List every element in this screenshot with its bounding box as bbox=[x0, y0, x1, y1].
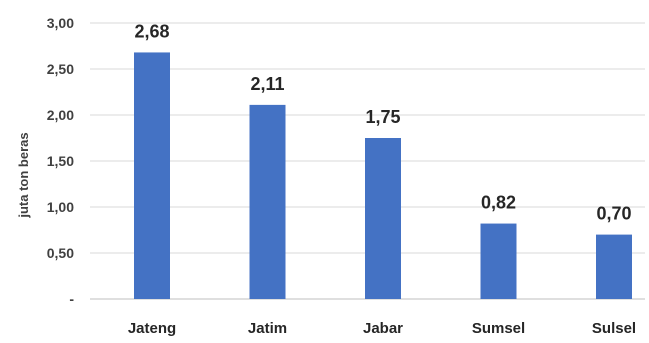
bar-jateng bbox=[134, 52, 170, 299]
y-tick-label: 0,50 bbox=[47, 245, 74, 261]
bars bbox=[134, 52, 632, 299]
value-label: 2,11 bbox=[250, 74, 284, 94]
x-category-labels: Jateng Jatim Jabar Sumsel Sulsel bbox=[128, 320, 636, 337]
y-tick-label: - bbox=[69, 291, 74, 307]
bar-sumsel bbox=[480, 223, 517, 299]
category-label: Jabar bbox=[363, 320, 403, 337]
bar-sulsel bbox=[596, 234, 632, 299]
y-tick-label: 3,00 bbox=[47, 15, 74, 31]
y-tick-label: 1,50 bbox=[47, 153, 74, 169]
bar-jatim bbox=[249, 104, 286, 299]
y-tick-label: 2,50 bbox=[47, 61, 74, 77]
value-labels: 2,68 2,11 1,75 0,82 0,70 bbox=[134, 21, 631, 223]
value-label: 0,70 bbox=[596, 204, 631, 224]
category-label: Jatim bbox=[248, 320, 287, 337]
y-tick-labels: - 0,50 1,00 1,50 2,00 2,50 3,00 bbox=[47, 15, 75, 307]
value-label: 0,82 bbox=[481, 193, 516, 213]
value-label: 2,68 bbox=[134, 21, 169, 41]
category-label: Sulsel bbox=[592, 320, 636, 337]
y-tick-label: 2,00 bbox=[47, 107, 74, 123]
category-label: Jateng bbox=[128, 320, 176, 337]
value-label: 1,75 bbox=[365, 107, 400, 127]
category-label: Sumsel bbox=[472, 320, 525, 337]
y-tick-label: 1,00 bbox=[47, 199, 74, 215]
bar-jabar bbox=[365, 138, 401, 299]
y-axis-title: juta ton beras bbox=[16, 132, 31, 218]
